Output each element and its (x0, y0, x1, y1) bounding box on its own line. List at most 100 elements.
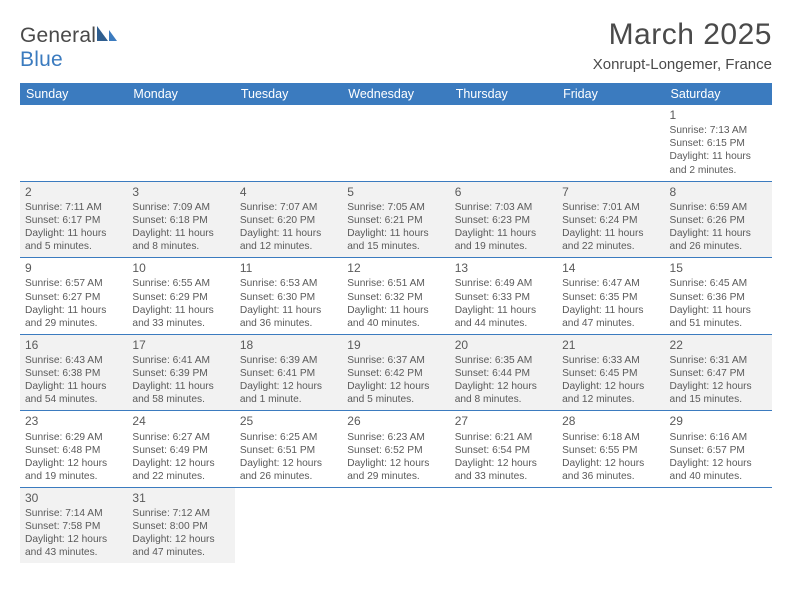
daylight-text: Daylight: 12 hours and 43 minutes. (25, 533, 122, 559)
calendar-body: 1Sunrise: 7:13 AMSunset: 6:15 PMDaylight… (20, 105, 772, 563)
calendar-empty-cell (665, 487, 772, 563)
calendar-day-cell: 5Sunrise: 7:05 AMSunset: 6:21 PMDaylight… (342, 181, 449, 258)
calendar-day-cell: 18Sunrise: 6:39 AMSunset: 6:41 PMDayligh… (235, 334, 342, 411)
day-number: 13 (455, 261, 552, 276)
daylight-text: Daylight: 12 hours and 15 minutes. (670, 380, 767, 406)
calendar-day-cell: 11Sunrise: 6:53 AMSunset: 6:30 PMDayligh… (235, 258, 342, 335)
daylight-text: Daylight: 11 hours and 15 minutes. (347, 227, 444, 253)
sunset-text: Sunset: 6:21 PM (347, 214, 444, 227)
daylight-text: Daylight: 11 hours and 22 minutes. (562, 227, 659, 253)
daylight-text: Daylight: 11 hours and 58 minutes. (132, 380, 229, 406)
sail-icon (96, 24, 118, 42)
logo-text: General Blue (20, 24, 118, 72)
sunrise-text: Sunrise: 6:27 AM (132, 431, 229, 444)
day-number: 15 (670, 261, 767, 276)
calendar-day-cell: 19Sunrise: 6:37 AMSunset: 6:42 PMDayligh… (342, 334, 449, 411)
sunrise-text: Sunrise: 6:53 AM (240, 277, 337, 290)
daylight-text: Daylight: 11 hours and 33 minutes. (132, 304, 229, 330)
daylight-text: Daylight: 12 hours and 19 minutes. (25, 457, 122, 483)
calendar-empty-cell (450, 105, 557, 181)
day-number: 6 (455, 185, 552, 200)
sunset-text: Sunset: 6:15 PM (670, 137, 767, 150)
sunrise-text: Sunrise: 7:12 AM (132, 507, 229, 520)
day-number: 21 (562, 338, 659, 353)
day-number: 27 (455, 414, 552, 429)
day-number: 4 (240, 185, 337, 200)
daylight-text: Daylight: 12 hours and 29 minutes. (347, 457, 444, 483)
day-number: 26 (347, 414, 444, 429)
calendar-day-cell: 16Sunrise: 6:43 AMSunset: 6:38 PMDayligh… (20, 334, 127, 411)
daylight-text: Daylight: 12 hours and 33 minutes. (455, 457, 552, 483)
calendar-week-row: 2Sunrise: 7:11 AMSunset: 6:17 PMDaylight… (20, 181, 772, 258)
sunset-text: Sunset: 6:29 PM (132, 291, 229, 304)
sunset-text: Sunset: 6:39 PM (132, 367, 229, 380)
day-header: Thursday (450, 83, 557, 105)
calendar-day-cell: 8Sunrise: 6:59 AMSunset: 6:26 PMDaylight… (665, 181, 772, 258)
calendar-empty-cell (342, 487, 449, 563)
calendar-day-cell: 24Sunrise: 6:27 AMSunset: 6:49 PMDayligh… (127, 411, 234, 488)
sunrise-text: Sunrise: 7:11 AM (25, 201, 122, 214)
calendar-day-cell: 17Sunrise: 6:41 AMSunset: 6:39 PMDayligh… (127, 334, 234, 411)
sunset-text: Sunset: 6:44 PM (455, 367, 552, 380)
day-number: 10 (132, 261, 229, 276)
day-header: Wednesday (342, 83, 449, 105)
sunrise-text: Sunrise: 7:01 AM (562, 201, 659, 214)
daylight-text: Daylight: 11 hours and 40 minutes. (347, 304, 444, 330)
daylight-text: Daylight: 12 hours and 26 minutes. (240, 457, 337, 483)
daylight-text: Daylight: 12 hours and 12 minutes. (562, 380, 659, 406)
daylight-text: Daylight: 11 hours and 2 minutes. (670, 150, 767, 176)
day-number: 17 (132, 338, 229, 353)
sunset-text: Sunset: 6:24 PM (562, 214, 659, 227)
sunrise-text: Sunrise: 6:21 AM (455, 431, 552, 444)
calendar-empty-cell (450, 487, 557, 563)
day-number: 2 (25, 185, 122, 200)
sunrise-text: Sunrise: 7:07 AM (240, 201, 337, 214)
page-header: General Blue March 2025 Xonrupt-Longemer… (20, 18, 772, 73)
sunrise-text: Sunrise: 6:33 AM (562, 354, 659, 367)
calendar-week-row: 9Sunrise: 6:57 AMSunset: 6:27 PMDaylight… (20, 258, 772, 335)
day-number: 14 (562, 261, 659, 276)
calendar-day-cell: 9Sunrise: 6:57 AMSunset: 6:27 PMDaylight… (20, 258, 127, 335)
daylight-text: Daylight: 12 hours and 1 minute. (240, 380, 337, 406)
sunset-text: Sunset: 6:54 PM (455, 444, 552, 457)
sunset-text: Sunset: 6:57 PM (670, 444, 767, 457)
day-number: 1 (670, 108, 767, 123)
calendar-empty-cell (557, 487, 664, 563)
calendar-empty-cell (20, 105, 127, 181)
calendar-week-row: 30Sunrise: 7:14 AMSunset: 7:58 PMDayligh… (20, 487, 772, 563)
sunset-text: Sunset: 6:42 PM (347, 367, 444, 380)
sunrise-text: Sunrise: 7:14 AM (25, 507, 122, 520)
daylight-text: Daylight: 11 hours and 44 minutes. (455, 304, 552, 330)
day-number: 11 (240, 261, 337, 276)
calendar-week-row: 1Sunrise: 7:13 AMSunset: 6:15 PMDaylight… (20, 105, 772, 181)
day-number: 18 (240, 338, 337, 353)
calendar-day-cell: 31Sunrise: 7:12 AMSunset: 8:00 PMDayligh… (127, 487, 234, 563)
sunrise-text: Sunrise: 7:13 AM (670, 124, 767, 137)
calendar-day-cell: 23Sunrise: 6:29 AMSunset: 6:48 PMDayligh… (20, 411, 127, 488)
day-number: 7 (562, 185, 659, 200)
day-header: Monday (127, 83, 234, 105)
daylight-text: Daylight: 11 hours and 5 minutes. (25, 227, 122, 253)
calendar-day-cell: 13Sunrise: 6:49 AMSunset: 6:33 PMDayligh… (450, 258, 557, 335)
sunset-text: Sunset: 6:27 PM (25, 291, 122, 304)
calendar-empty-cell (235, 105, 342, 181)
calendar-day-cell: 20Sunrise: 6:35 AMSunset: 6:44 PMDayligh… (450, 334, 557, 411)
sunset-text: Sunset: 6:32 PM (347, 291, 444, 304)
calendar-day-cell: 3Sunrise: 7:09 AMSunset: 6:18 PMDaylight… (127, 181, 234, 258)
day-number: 25 (240, 414, 337, 429)
daylight-text: Daylight: 11 hours and 26 minutes. (670, 227, 767, 253)
day-number: 8 (670, 185, 767, 200)
calendar-week-row: 23Sunrise: 6:29 AMSunset: 6:48 PMDayligh… (20, 411, 772, 488)
sunrise-text: Sunrise: 6:41 AM (132, 354, 229, 367)
sunrise-text: Sunrise: 6:35 AM (455, 354, 552, 367)
day-number: 3 (132, 185, 229, 200)
sunset-text: Sunset: 6:23 PM (455, 214, 552, 227)
sunset-text: Sunset: 8:00 PM (132, 520, 229, 533)
calendar-day-cell: 21Sunrise: 6:33 AMSunset: 6:45 PMDayligh… (557, 334, 664, 411)
sunset-text: Sunset: 6:45 PM (562, 367, 659, 380)
sunrise-text: Sunrise: 6:49 AM (455, 277, 552, 290)
sunrise-text: Sunrise: 7:05 AM (347, 201, 444, 214)
day-number: 22 (670, 338, 767, 353)
calendar-day-cell: 4Sunrise: 7:07 AMSunset: 6:20 PMDaylight… (235, 181, 342, 258)
day-number: 29 (670, 414, 767, 429)
